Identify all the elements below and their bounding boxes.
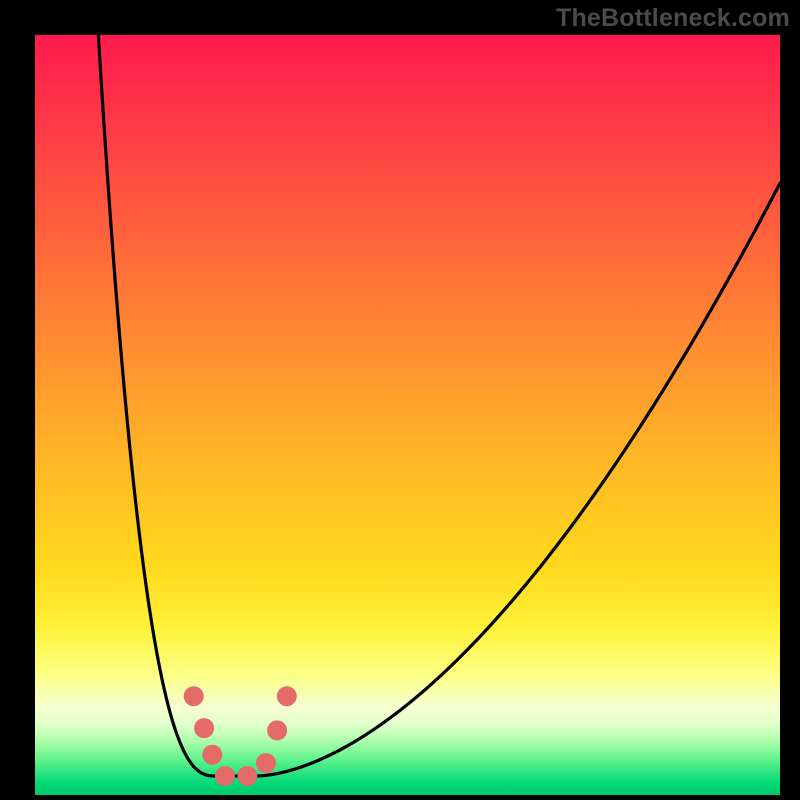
marker-dot (184, 686, 204, 706)
marker-dot (194, 718, 214, 738)
chart-frame: TheBottleneck.com (0, 0, 800, 800)
marker-dot (215, 766, 235, 786)
watermark-text: TheBottleneck.com (556, 4, 790, 33)
gradient-background (35, 35, 780, 795)
marker-dot (256, 753, 276, 773)
plot-svg (35, 35, 780, 795)
plot-area (35, 35, 780, 795)
marker-dot (202, 745, 222, 765)
marker-dot (237, 766, 257, 786)
marker-dot (277, 686, 297, 706)
marker-dot (267, 720, 287, 740)
